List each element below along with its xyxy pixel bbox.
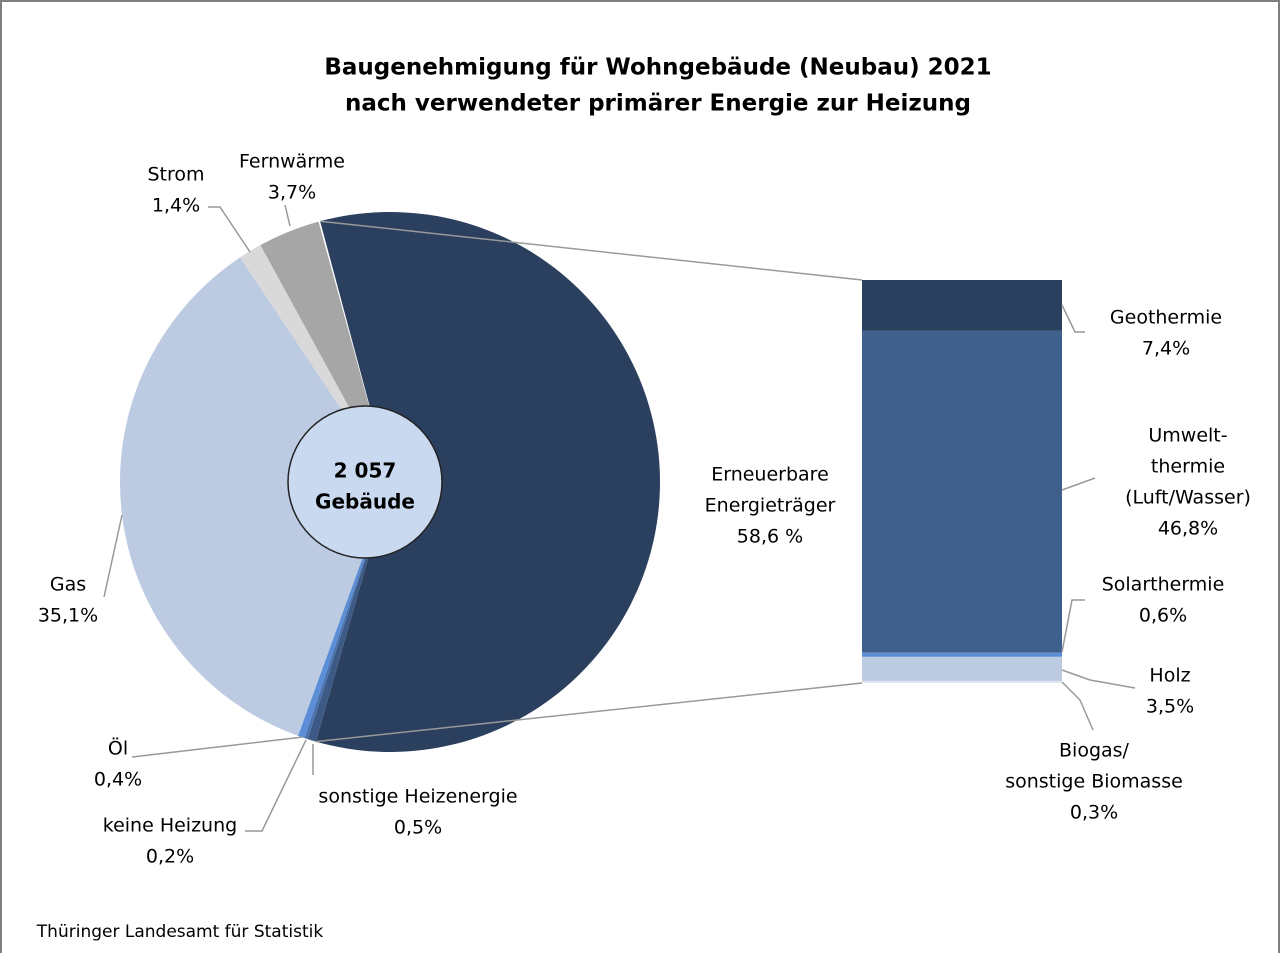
leader-line bbox=[1061, 599, 1085, 653]
pie-label: Gas bbox=[50, 574, 86, 596]
pie-label: Strom bbox=[147, 164, 204, 186]
leader-line bbox=[284, 204, 291, 227]
bar-label: Biogas/ bbox=[1059, 740, 1130, 762]
pie-label: keine Heizung bbox=[103, 815, 237, 837]
pie-label: Fernwärme bbox=[239, 151, 345, 173]
bar-value-label: 46,8% bbox=[1158, 518, 1218, 540]
pie-slice bbox=[315, 212, 660, 752]
pie-value-label: 58,6 % bbox=[737, 526, 803, 548]
leader-line bbox=[1061, 669, 1136, 689]
pie-label: Erneuerbare bbox=[711, 464, 829, 486]
source: Thüringer Landesamt für Statistik bbox=[36, 922, 324, 942]
center-label: Gebäude bbox=[315, 490, 415, 514]
leader-line bbox=[103, 514, 123, 598]
connector bbox=[315, 682, 863, 743]
bar-label: Umwelt- bbox=[1148, 425, 1227, 447]
pie-label: Energieträger bbox=[705, 495, 836, 517]
pie-value-label: 0,2% bbox=[146, 846, 194, 868]
bar-segment bbox=[862, 280, 1062, 331]
bar-segment bbox=[862, 680, 1062, 683]
bar-value-label: 0,6% bbox=[1139, 605, 1187, 627]
bar-label: Geothermie bbox=[1110, 307, 1222, 329]
leader-line bbox=[131, 736, 304, 758]
bar-value-label: 3,5% bbox=[1146, 696, 1194, 718]
chart-title: Baugenehmigung für Wohngebäude (Neubau) … bbox=[324, 55, 991, 81]
pie-value-label: 1,4% bbox=[152, 195, 200, 217]
pie-value-label: 3,7% bbox=[268, 182, 316, 204]
pie-value-label: 35,1% bbox=[38, 605, 98, 627]
leader-line bbox=[208, 206, 251, 253]
center-label: 2 057 bbox=[334, 459, 397, 483]
bar-value-label: 7,4% bbox=[1142, 338, 1190, 360]
pie-slice bbox=[119, 257, 391, 736]
bar-label: Solarthermie bbox=[1102, 574, 1225, 596]
leader-line bbox=[245, 739, 307, 832]
pie-label: sonstige Heizenergie bbox=[318, 786, 517, 808]
bar-segment bbox=[862, 656, 1062, 681]
bar-label: sonstige Biomasse bbox=[1005, 771, 1183, 793]
bar-label: Holz bbox=[1149, 665, 1190, 687]
bar-value-label: 0,3% bbox=[1070, 802, 1118, 824]
connector bbox=[320, 220, 863, 281]
leader-line bbox=[1061, 681, 1094, 731]
leader-line bbox=[1061, 304, 1085, 333]
pie-value-label: 0,4% bbox=[94, 769, 142, 791]
bar-label: thermie bbox=[1151, 456, 1225, 478]
pie-value-label: 0,5% bbox=[394, 817, 442, 839]
bar-label: (Luft/Wasser) bbox=[1125, 487, 1251, 509]
pie-label: Öl bbox=[108, 737, 128, 760]
center-circle bbox=[287, 405, 443, 559]
leader-line bbox=[1061, 477, 1096, 491]
bar-segment bbox=[862, 330, 1062, 653]
bar-segment bbox=[862, 652, 1062, 657]
chart-subtitle: nach verwendeter primärer Energie zur He… bbox=[345, 91, 971, 117]
